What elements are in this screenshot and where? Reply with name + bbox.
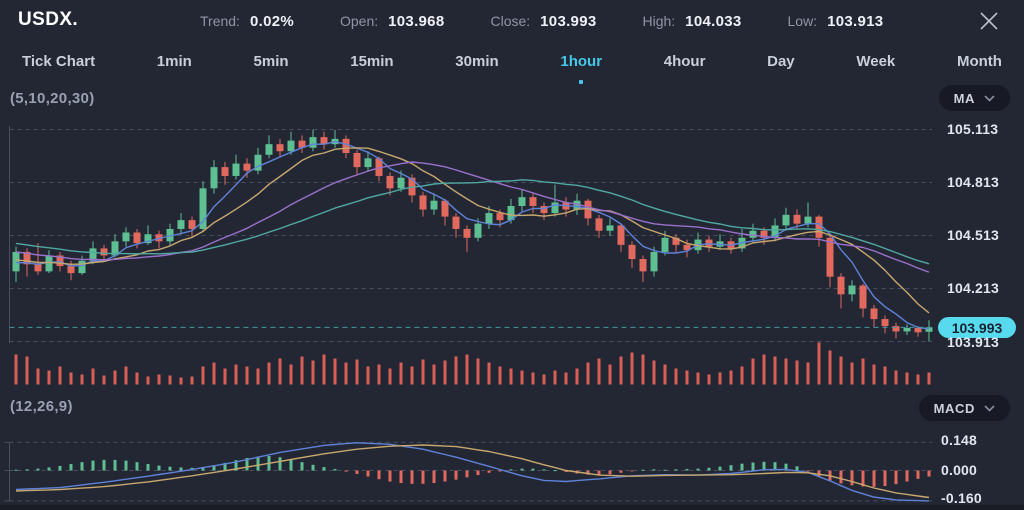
stat-low: Low: 103.913: [788, 13, 884, 30]
tab-month[interactable]: Month: [956, 52, 1002, 70]
price-axis-label: 103.913: [947, 334, 1000, 350]
stat-close-label: Close:: [490, 12, 531, 29]
stat-close-value: 103.993: [540, 12, 597, 30]
active-tab-indicator: [579, 79, 584, 84]
ohlc-stats: Trend: 0.02% Open: 103.968 Close: 103.99…: [200, 0, 883, 42]
tab-week[interactable]: Week: [856, 52, 896, 70]
timeframe-tabs: Tick Chart 1min 5min 15min 30min 1hour 4…: [0, 46, 1024, 84]
stat-open-value: 103.968: [388, 12, 445, 30]
price-axis-label: 104.513: [947, 227, 1000, 243]
stat-trend: Trend: 0.02%: [200, 13, 294, 30]
price-axis-label: 104.213: [947, 280, 1000, 296]
ma-params-label: (5,10,20,30): [10, 90, 95, 107]
tab-tick-chart[interactable]: Tick Chart: [22, 52, 96, 70]
price-axis-label: 105.113: [947, 121, 999, 137]
stat-open: Open: 103.968: [340, 13, 444, 30]
tab-5min[interactable]: 5min: [253, 52, 289, 70]
stat-trend-label: Trend:: [200, 12, 240, 29]
tab-30min[interactable]: 30min: [455, 52, 499, 70]
stat-high-value: 104.033: [685, 12, 742, 30]
stat-high-label: High:: [642, 12, 676, 29]
stat-low-label: Low:: [787, 12, 818, 29]
current-price-badge: 103.993: [938, 317, 1016, 338]
stat-low-value: 103.913: [827, 12, 884, 30]
symbol-title: USDX.: [18, 9, 79, 30]
tab-1min[interactable]: 1min: [156, 52, 192, 70]
stat-trend-value: 0.02%: [249, 12, 294, 30]
macd-indicator-dropdown[interactable]: MACD: [918, 395, 1010, 421]
tab-1hour[interactable]: 1hour: [560, 52, 603, 84]
macd-params-label: (12,26,9): [10, 398, 73, 415]
macd-axis-label: 0.148: [941, 432, 978, 448]
close-button[interactable]: [976, 8, 1002, 34]
price-axis-label: 104.813: [947, 174, 1000, 190]
stat-close: Close: 103.993: [490, 13, 596, 30]
ma-indicator-dropdown[interactable]: MA: [938, 85, 1010, 111]
tab-day[interactable]: Day: [767, 52, 795, 70]
chevron-down-icon: [984, 404, 995, 412]
ma-dropdown-label: MA: [953, 90, 975, 106]
stat-open-label: Open:: [340, 12, 379, 29]
macd-axis-label: 0.000: [941, 462, 978, 478]
bottom-strip: [0, 505, 1024, 510]
tab-15min[interactable]: 15min: [350, 52, 394, 70]
stat-high: High: 104.033: [642, 13, 741, 30]
close-icon: [980, 12, 998, 30]
tab-1hour-label: 1hour: [560, 52, 603, 70]
chevron-down-icon: [984, 94, 995, 102]
macd-dropdown-label: MACD: [933, 400, 975, 416]
macd-axis-label: -0.160: [941, 490, 982, 506]
tab-4hour[interactable]: 4hour: [663, 52, 706, 70]
